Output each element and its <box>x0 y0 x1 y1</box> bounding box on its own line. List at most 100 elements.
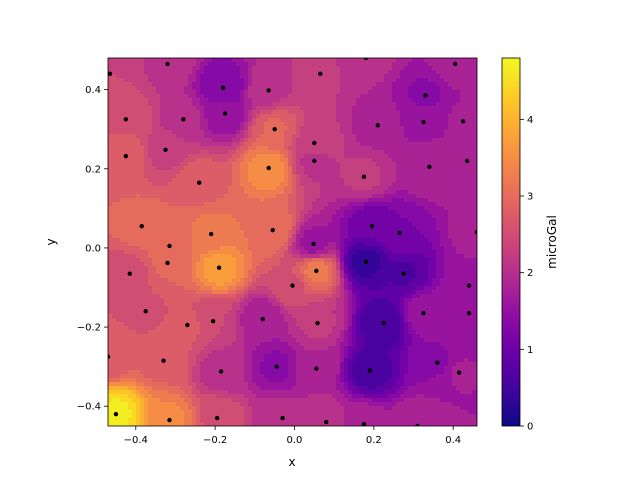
contour-cell <box>188 174 193 179</box>
contour-cell <box>376 250 381 255</box>
contour-cell <box>336 98 341 103</box>
contour-cell <box>288 178 293 183</box>
contour-cell <box>372 70 377 75</box>
contour-cell <box>424 174 429 179</box>
contour-cell <box>472 170 477 175</box>
contour-cell <box>288 150 293 155</box>
contour-cell <box>340 222 345 227</box>
contour-cell <box>284 110 289 115</box>
contour-cell <box>220 134 225 139</box>
contour-cell <box>428 266 433 271</box>
contour-cell <box>320 218 325 223</box>
contour-cell <box>156 94 161 99</box>
contour-cell <box>192 58 197 63</box>
contour-cell <box>128 102 133 107</box>
contour-cell <box>440 190 445 195</box>
contour-cell <box>276 118 281 123</box>
contour-cell <box>232 250 237 255</box>
contour-cell <box>152 110 157 115</box>
contour-cell <box>440 258 445 263</box>
contour-cell <box>156 162 161 167</box>
contour-cell <box>120 134 125 139</box>
contour-cell <box>428 178 433 183</box>
contour-cell <box>404 230 409 235</box>
contour-cell <box>416 110 421 115</box>
contour-cell <box>356 222 361 227</box>
contour-cell <box>380 70 385 75</box>
contour-cell <box>248 102 253 107</box>
contour-cell <box>316 146 321 151</box>
contour-cell <box>336 86 341 91</box>
contour-cell <box>208 226 213 231</box>
contour-cell <box>272 226 277 231</box>
contour-cell <box>392 66 397 71</box>
contour-cell <box>472 254 477 259</box>
contour-cell <box>292 134 297 139</box>
contour-cell <box>196 226 201 231</box>
contour-cell <box>304 158 309 163</box>
contour-cell <box>220 250 225 255</box>
contour-cell <box>248 230 253 235</box>
contour-cell <box>136 70 141 75</box>
contour-cell <box>132 94 137 99</box>
contour-cell <box>392 202 397 207</box>
contour-cell <box>456 162 461 167</box>
contour-cell <box>444 118 449 123</box>
contour-cell <box>376 134 381 139</box>
contour-cell <box>276 178 281 183</box>
contour-cell <box>396 90 401 95</box>
contour-cell <box>264 246 269 251</box>
contour-cell <box>216 98 221 103</box>
contour-cell <box>224 242 229 247</box>
contour-cell <box>140 66 145 71</box>
contour-cell <box>256 94 261 99</box>
contour-cell <box>196 186 201 191</box>
contour-cell <box>184 250 189 255</box>
contour-cell <box>192 94 197 99</box>
contour-cell <box>416 266 421 271</box>
contour-cell <box>236 114 241 119</box>
contour-cell <box>224 250 229 255</box>
contour-cell <box>208 190 213 195</box>
contour-cell <box>372 62 377 67</box>
contour-cell <box>448 130 453 135</box>
contour-cell <box>416 178 421 183</box>
contour-cell <box>228 170 233 175</box>
contour-cell <box>268 66 273 71</box>
contour-cell <box>288 82 293 87</box>
contour-cell <box>232 70 237 75</box>
contour-cell <box>144 166 149 171</box>
contour-cell <box>160 154 165 159</box>
contour-cell <box>352 246 357 251</box>
contour-cell <box>276 198 281 203</box>
contour-cell <box>376 214 381 219</box>
contour-cell <box>404 154 409 159</box>
contour-cell <box>196 154 201 159</box>
contour-cell <box>276 126 281 131</box>
contour-cell <box>300 206 305 211</box>
contour-cell <box>124 246 129 251</box>
contour-cell <box>188 158 193 163</box>
contour-cell <box>224 106 229 111</box>
contour-cell <box>412 122 417 127</box>
contour-cell <box>296 230 301 235</box>
contour-cell <box>188 242 193 247</box>
contour-cell <box>296 130 301 135</box>
contour-cell <box>368 230 373 235</box>
contour-cell <box>320 94 325 99</box>
contour-cell <box>424 242 429 247</box>
contour-cell <box>420 206 425 211</box>
contour-cell <box>312 94 317 99</box>
contour-cell <box>196 254 201 259</box>
contour-cell <box>192 198 197 203</box>
contour-cell <box>440 158 445 163</box>
contour-cell <box>208 234 213 239</box>
contour-cell <box>204 106 209 111</box>
contour-cell <box>160 90 165 95</box>
contour-cell <box>472 198 477 203</box>
contour-cell <box>228 66 233 71</box>
contour-cell <box>448 162 453 167</box>
contour-cell <box>184 186 189 191</box>
contour-cell <box>216 218 221 223</box>
contour-cell <box>336 178 341 183</box>
